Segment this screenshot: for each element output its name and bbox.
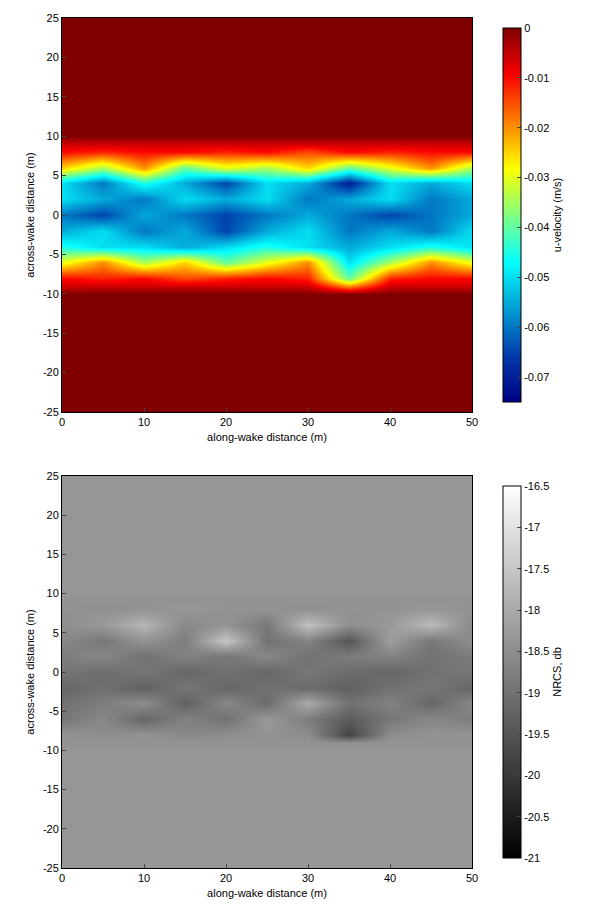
svg-text:0: 0 [59,872,65,884]
svg-text:0: 0 [59,416,65,428]
svg-text:-20: -20 [43,366,59,378]
svg-text:40: 40 [384,416,396,428]
svg-text:-20.5: -20.5 [524,811,549,823]
svg-text:-20: -20 [43,823,59,835]
svg-text:-25: -25 [43,862,59,874]
svg-text:-0.03: -0.03 [524,171,549,183]
svg-text:across-wake distance (m): across-wake distance (m) [24,609,36,734]
svg-text:-0.04: -0.04 [524,221,549,233]
svg-text:0: 0 [53,209,59,221]
svg-text:-0.06: -0.06 [524,321,549,333]
svg-text:-10: -10 [43,288,59,300]
svg-text:40: 40 [384,872,396,884]
svg-text:0: 0 [53,666,59,678]
svg-text:along-wake distance (m): along-wake distance (m) [207,431,327,443]
svg-text:25: 25 [47,470,59,482]
svg-text:30: 30 [302,872,314,884]
svg-text:along-wake distance (m): along-wake distance (m) [207,887,327,899]
svg-text:-15: -15 [43,327,59,339]
svg-text:-19.5: -19.5 [524,728,549,740]
svg-text:NRCS, db: NRCS, db [551,647,563,697]
svg-text:-5: -5 [49,248,59,260]
svg-text:15: 15 [47,91,59,103]
svg-text:-17.5: -17.5 [524,563,549,575]
svg-text:-0.02: -0.02 [524,122,549,134]
svg-text:10: 10 [47,587,59,599]
svg-text:5: 5 [53,169,59,181]
svg-text:25: 25 [47,12,59,24]
svg-text:15: 15 [47,548,59,560]
svg-text:-17: -17 [524,521,540,533]
svg-text:-18.5: -18.5 [524,645,549,657]
svg-text:10: 10 [138,872,150,884]
svg-text:-0.01: -0.01 [524,72,549,84]
svg-text:5: 5 [53,627,59,639]
svg-text:-21: -21 [524,852,540,864]
svg-text:across-wake distance (m): across-wake distance (m) [24,152,36,277]
svg-text:-19: -19 [524,687,540,699]
svg-text:20: 20 [47,509,59,521]
svg-text:50: 50 [466,416,478,428]
svg-text:20: 20 [220,416,232,428]
svg-text:-18: -18 [524,604,540,616]
svg-text:20: 20 [220,872,232,884]
svg-text:-25: -25 [43,406,59,418]
svg-text:-15: -15 [43,783,59,795]
svg-text:-10: -10 [43,744,59,756]
svg-text:-0.05: -0.05 [524,271,549,283]
svg-text:10: 10 [47,130,59,142]
svg-text:-20: -20 [524,769,540,781]
svg-text:20: 20 [47,51,59,63]
svg-text:u-velocity (m/s): u-velocity (m/s) [551,178,563,253]
svg-text:-0.07: -0.07 [524,371,549,383]
svg-text:0: 0 [524,22,530,34]
svg-text:-16.5: -16.5 [524,480,549,492]
svg-text:10: 10 [138,416,150,428]
svg-text:50: 50 [466,872,478,884]
svg-text:30: 30 [302,416,314,428]
svg-text:-5: -5 [49,705,59,717]
